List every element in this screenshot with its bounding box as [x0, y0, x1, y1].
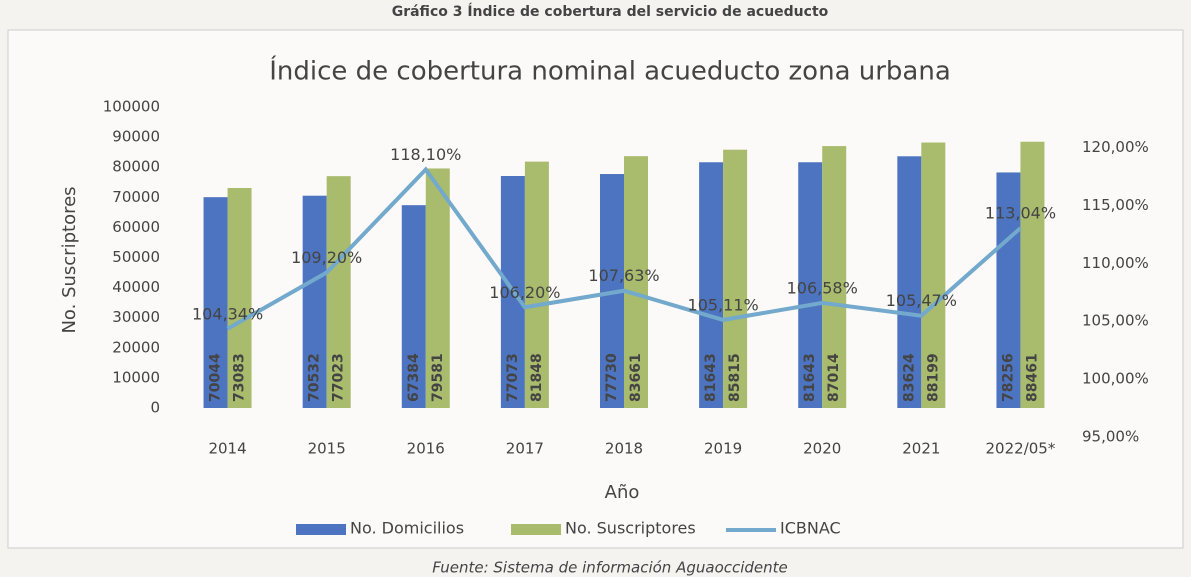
bar [1020, 141, 1045, 408]
legend-label: ICBNAC [780, 519, 841, 538]
y-tick-label: 90000 [112, 128, 160, 146]
line-label: 105,11% [688, 295, 759, 314]
legend-swatch [296, 524, 346, 535]
bar [699, 162, 724, 408]
y2-tick-label: 115,00% [1082, 196, 1149, 214]
y-tick-label: 0 [150, 399, 160, 417]
bar-label: 73083 [232, 353, 248, 402]
bar [822, 146, 847, 408]
x-tick-label: 2021 [902, 440, 940, 458]
bar [897, 156, 922, 408]
bar-label: 81643 [802, 353, 818, 402]
line-label: 118,10% [390, 145, 461, 164]
bar-label: 88461 [1024, 353, 1040, 402]
y-tick-label: 30000 [112, 308, 160, 326]
x-tick-label: 2016 [407, 440, 445, 458]
x-tick-label: 2014 [208, 440, 246, 458]
source: Fuente: Sistema de información Aguaoccid… [432, 559, 788, 577]
x-tick-label: 2019 [704, 440, 742, 458]
caption: Gráfico 3 Índice de cobertura del servic… [392, 3, 829, 20]
y2-tick-label: 95,00% [1082, 427, 1139, 445]
y-tick-label: 20000 [112, 338, 160, 356]
bar-label: 78256 [1000, 353, 1016, 402]
bar-label: 77730 [604, 353, 620, 402]
bar-label: 88199 [925, 353, 941, 402]
y-tick-label: 80000 [112, 158, 160, 176]
y-tick-label: 50000 [112, 248, 160, 266]
y-tick-label: 100000 [103, 98, 160, 116]
legend-label: No. Suscriptores [565, 519, 696, 538]
y-axis-title: No. Suscriptores [59, 186, 80, 333]
x-tick-label: 2020 [803, 440, 841, 458]
bar [401, 205, 426, 408]
y-tick-label: 60000 [112, 218, 160, 236]
bar [723, 149, 748, 409]
bar [227, 188, 252, 408]
y-tick-label: 10000 [112, 368, 160, 386]
bar [624, 156, 648, 408]
bar [302, 195, 327, 408]
y2-tick-label: 105,00% [1082, 312, 1149, 330]
bar-label: 79581 [430, 353, 446, 402]
y2-tick-label: 120,00% [1082, 138, 1149, 156]
y2-tick-label: 110,00% [1082, 254, 1149, 272]
legend-label: No. Domicilios [350, 519, 464, 538]
y-tick-label: 70000 [112, 188, 160, 206]
bar-label: 81643 [703, 353, 719, 402]
line-label: 113,04% [985, 204, 1056, 223]
bar [425, 168, 450, 408]
bar-label: 83624 [901, 353, 917, 402]
bar-label: 81848 [529, 353, 545, 402]
line [226, 166, 1022, 331]
line-label: 104,34% [192, 304, 263, 323]
x-tick-label: 2022/05* [986, 440, 1056, 458]
x-axis-title: Año [605, 482, 640, 503]
bar [524, 161, 549, 408]
y2-tick-label: 100,00% [1082, 370, 1149, 388]
y-tick-label: 40000 [112, 278, 160, 296]
legend-swatch [511, 524, 561, 535]
bar-label: 85815 [727, 353, 743, 402]
chart-title: Índice de cobertura nominal acueducto zo… [269, 55, 951, 87]
bar [996, 172, 1021, 408]
bar-label: 77023 [331, 353, 347, 402]
bar-label: 77073 [505, 353, 521, 402]
line-label: 109,20% [291, 248, 362, 267]
line-label: 107,63% [588, 266, 659, 285]
line-label: 106,58% [787, 278, 858, 297]
bar [203, 197, 228, 408]
bar-label: 70532 [307, 353, 323, 402]
bar [798, 162, 823, 408]
bar [921, 142, 946, 409]
bar-label: 83661 [628, 353, 644, 402]
bar [326, 176, 351, 408]
line-label: 105,47% [886, 291, 957, 310]
bar-label: 70044 [208, 353, 224, 402]
bar-label: 87014 [826, 353, 842, 402]
bar-label: 67384 [406, 353, 422, 402]
x-tick-label: 2018 [605, 440, 643, 458]
x-tick-label: 2015 [308, 440, 346, 458]
x-tick-label: 2017 [506, 440, 544, 458]
line-label: 106,20% [489, 283, 560, 302]
